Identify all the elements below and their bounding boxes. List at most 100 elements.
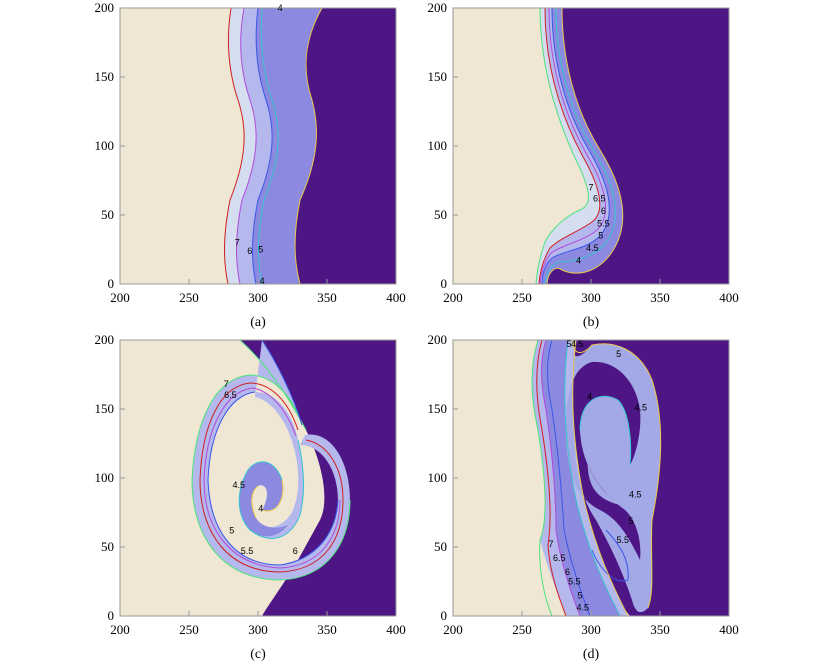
panel-b-contour-6 [539, 8, 607, 284]
panel-b-y-tick-labels: 0 50 100 150 200 [428, 0, 448, 291]
y-tick-label: 150 [95, 69, 115, 84]
y-tick-label: 200 [95, 0, 115, 15]
contour-level-label: 4.5 [586, 243, 599, 253]
contour-level-label: 6.5 [224, 390, 237, 400]
panel-b-contour-labels: 76.5 6 5.5 5 4.5 4 [576, 182, 610, 265]
y-tick-label: 150 [428, 69, 448, 84]
panel-d-contour-7 [531, 340, 553, 616]
panel-d-contour-6 [541, 340, 581, 616]
x-tick-label: 400 [386, 622, 406, 637]
panel-a-contour-5 [258, 8, 279, 284]
contour-level-label: 4.5 [232, 480, 245, 490]
y-tick-label: 0 [441, 608, 448, 623]
panel-a-x-tick-labels: 200 250 300 350 400 [110, 290, 406, 305]
y-tick-label: 50 [434, 207, 447, 222]
contour-level-label: 4 [587, 392, 592, 402]
panel-d-band-mid [541, 340, 620, 616]
y-tick-label: 100 [95, 470, 115, 485]
x-tick-label: 300 [581, 290, 601, 305]
x-tick-label: 350 [650, 622, 670, 637]
panel-a-contour-4 [294, 8, 323, 284]
panel-d-x-tick-labels: 200 250 300 350 400 [443, 622, 739, 637]
x-tick-label: 250 [179, 622, 199, 637]
panel-d-caption: (d) [583, 647, 600, 662]
x-tick-label: 250 [512, 290, 532, 305]
contour-level-label: 4.5 [576, 603, 589, 613]
panel-b-contour-4 [546, 8, 624, 284]
panel-b-plot-area [453, 8, 729, 284]
panel-b-contour-5 [544, 8, 616, 284]
contour-level-label: 4 [576, 256, 581, 266]
panel-c-outer-spiral-band [192, 340, 350, 580]
panel-a-contour-6 [236, 8, 257, 284]
panel-c: 200 250 300 350 400 0 50 100 150 200 76.… [95, 332, 406, 662]
panel-d-contour-5-5 [547, 340, 629, 616]
x-tick-label: 350 [650, 290, 670, 305]
y-tick-label: 0 [108, 608, 115, 623]
y-tick-label: 100 [428, 138, 448, 153]
panel-b-light-region [453, 8, 589, 284]
panel-d-contour-4 [571, 340, 662, 616]
panel-d-ticks [452, 339, 730, 617]
contour-level-label: 7 [548, 539, 553, 549]
contour-level-label: 4.5 [571, 339, 584, 349]
y-tick-label: 0 [108, 276, 115, 291]
contour-level-label: 5.5 [616, 535, 629, 545]
panel-c-plot-area [120, 340, 396, 616]
contour-level-label: 6 [565, 567, 570, 577]
y-tick-label: 50 [101, 539, 114, 554]
y-tick-label: 200 [95, 332, 115, 347]
x-tick-label: 400 [719, 290, 739, 305]
contour-level-label: 5 [566, 339, 571, 349]
contour-level-label: 6 [247, 246, 252, 256]
panel-c-contour-labels: 76.5 4.5 4 5 5.5 6 [224, 379, 298, 556]
x-tick-label: 400 [386, 290, 406, 305]
contour-level-label: 6.5 [593, 193, 606, 203]
contour-level-label: 6 [293, 546, 298, 556]
contour-level-label: 7 [224, 379, 229, 389]
y-tick-label: 150 [95, 401, 115, 416]
contour-level-label: 5 [258, 245, 263, 255]
panel-d-plot-area [453, 340, 729, 616]
panel-a-plot-area [120, 8, 396, 284]
panel-c-caption: (c) [250, 647, 266, 662]
panel-d-contour-6-5 [536, 340, 567, 616]
panel-d-core [580, 396, 631, 505]
contour-level-label: 5 [598, 231, 603, 241]
panel-c-light-region [120, 340, 325, 616]
contour-level-label: 7 [235, 238, 240, 248]
panel-d-y-tick-labels: 0 50 100 150 200 [428, 332, 448, 623]
panel-c-inner-core [239, 461, 288, 537]
panel-d-contour-5 [564, 340, 632, 616]
y-tick-label: 150 [428, 401, 448, 416]
contour-level-label: 5 [628, 516, 633, 526]
x-tick-label: 200 [443, 290, 463, 305]
y-tick-label: 100 [95, 138, 115, 153]
panel-c-contour-6 [203, 387, 341, 569]
contour-level-label: 6.5 [553, 553, 566, 563]
x-tick-label: 250 [512, 622, 532, 637]
panel-a-y-tick-labels: 0 50 100 150 200 [95, 0, 115, 291]
x-tick-label: 200 [110, 622, 130, 637]
x-tick-label: 350 [317, 290, 337, 305]
contour-level-label: 5.5 [568, 577, 581, 587]
panel-a-ticks [119, 7, 397, 285]
panel-c-contour-5 [238, 439, 305, 539]
y-tick-label: 100 [428, 470, 448, 485]
panel-c-ticks [119, 339, 397, 617]
panel-b-contour-5-5 [541, 8, 610, 284]
panel-b-ticks [452, 7, 730, 285]
y-tick-label: 50 [101, 207, 114, 222]
panel-c-contour-5-5 [207, 340, 339, 566]
y-tick-label: 50 [434, 539, 447, 554]
x-tick-label: 400 [719, 622, 739, 637]
contour-level-label: 4 [278, 3, 283, 13]
panel-a-caption: (a) [250, 315, 266, 330]
x-tick-label: 200 [110, 290, 130, 305]
x-tick-label: 200 [443, 622, 463, 637]
y-tick-label: 0 [441, 276, 448, 291]
x-tick-label: 350 [317, 622, 337, 637]
panel-a: 200 250 300 350 400 0 50 100 150 200 76 5… [95, 0, 406, 330]
panel-c-contour-6-5 [199, 382, 344, 573]
panel-a-contour-7 [224, 8, 245, 284]
